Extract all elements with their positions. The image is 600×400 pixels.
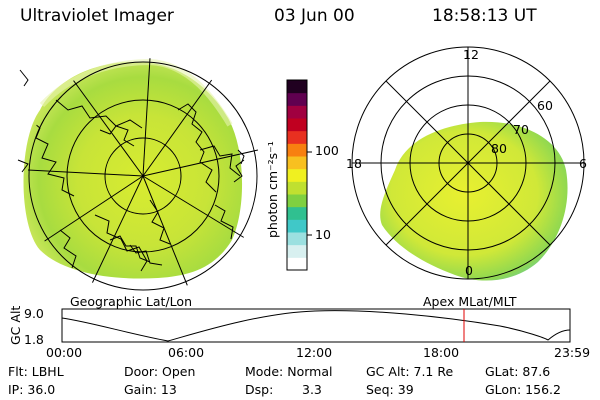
info-flt: Flt: LBHL <box>8 364 64 379</box>
timeline-xtick-1200: 12:00 <box>296 345 333 360</box>
colorbar-block <box>287 80 307 94</box>
colorbar-block <box>287 156 307 170</box>
left-aurora-image <box>23 61 243 279</box>
colorbar-block <box>287 206 307 220</box>
instrument-title: Ultraviolet Imager <box>20 6 174 26</box>
timeline-xtick-1800: 18:00 <box>423 345 460 360</box>
colorbar-block <box>287 168 307 182</box>
info-glon: GLon: 156.2 <box>485 382 561 397</box>
timeline-xtick-2359: 23:59 <box>554 345 591 360</box>
info-seq: Seq: 39 <box>366 382 414 397</box>
info-door: Door: Open <box>124 364 196 379</box>
coastlines <box>29 99 241 272</box>
colorbar-block <box>287 232 307 246</box>
mlt-label-18: 18 <box>346 156 362 171</box>
lat-label-60: 60 <box>537 98 553 113</box>
mlt-label-6: 6 <box>579 156 587 171</box>
colorbar-unit-label: photon cm⁻²s⁻¹ <box>265 141 280 238</box>
header-time: 18:58:13 UT <box>432 6 537 26</box>
left-map-caption: Geographic Lat/Lon <box>70 294 192 309</box>
colorbar-tick-10: 10 <box>315 227 331 242</box>
header-date: 03 Jun 00 <box>274 6 355 26</box>
lat-label-70: 70 <box>513 122 529 137</box>
colorbar-block <box>287 105 307 119</box>
lat-label-80: 80 <box>491 141 507 156</box>
colorbar-block <box>287 143 307 157</box>
colorbar-block <box>287 181 307 195</box>
timeline-xtick-0000: 00:00 <box>46 345 83 360</box>
altitude-curve <box>61 310 571 342</box>
colorbar-block <box>287 130 307 144</box>
colorbar-block <box>287 92 307 106</box>
colorbar-block <box>287 257 307 271</box>
colorbar-block <box>287 219 307 233</box>
colorbar-block <box>287 194 307 208</box>
timeline-ytick-high: 9.0 <box>24 306 44 321</box>
colorbar-block <box>287 244 307 258</box>
info-gc-alt: GC Alt: 7.1 Re <box>366 364 454 379</box>
geographic-map <box>17 58 259 293</box>
info-mode: Mode: Normal <box>245 364 333 379</box>
mlt-label-0: 0 <box>465 263 473 278</box>
info-ip: IP: 36.0 <box>8 382 56 397</box>
timeline-plot <box>61 308 571 343</box>
timeline-xtick-0600: 06:00 <box>168 345 205 360</box>
info-gain: Gain: 13 <box>124 382 177 397</box>
right-aurora-image <box>380 121 568 281</box>
timeline-ytick-low: 1.8 <box>24 332 44 347</box>
info-dsp-label: Dsp: <box>245 382 274 397</box>
right-map-caption: Apex MLat/MLT <box>423 294 517 309</box>
colorbar-block <box>287 118 307 132</box>
timeline-axis-label: GC Alt <box>8 305 23 345</box>
info-glat: GLat: 87.6 <box>485 364 551 379</box>
magnetic-map <box>351 46 585 281</box>
colorbar <box>286 79 312 271</box>
left-grid <box>27 58 259 293</box>
info-dsp-value: 3.3 <box>302 382 322 397</box>
colorbar-tick-100: 100 <box>315 143 339 158</box>
mlt-label-12: 12 <box>463 47 479 62</box>
